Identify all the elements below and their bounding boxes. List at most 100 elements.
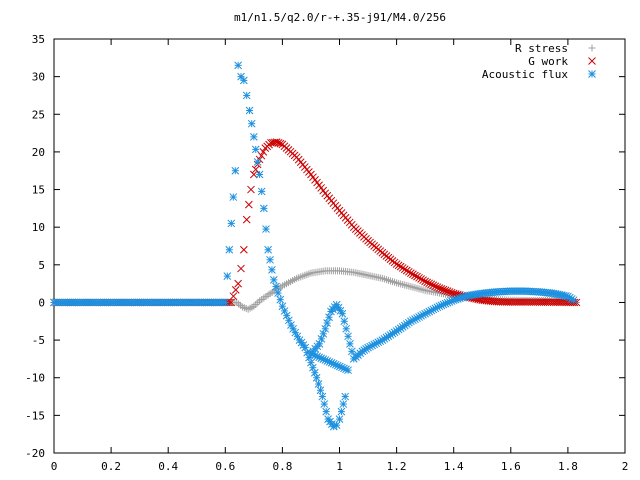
data-point — [225, 298, 233, 307]
data-point — [337, 407, 346, 416]
data-point — [329, 422, 338, 431]
data-point — [342, 324, 351, 333]
data-point — [240, 245, 248, 254]
data-point — [229, 292, 238, 301]
data-point — [227, 298, 235, 307]
y-tick-label: 20 — [32, 146, 45, 159]
series-acoustic-flux — [50, 61, 578, 431]
y-tick-label: 0 — [38, 296, 45, 309]
data-point — [269, 276, 278, 284]
data-point — [235, 300, 243, 308]
data-point — [255, 170, 264, 179]
data-point — [445, 288, 454, 296]
legend-marker — [588, 57, 596, 65]
data-point — [323, 319, 331, 327]
data-point — [415, 273, 423, 282]
legend-marker — [588, 70, 596, 78]
axes: 0 0.2 0.4 0.6 0.8 1 1.2 1.4 1.6 1.8 2 -20 -15 -10 -5 0 5… — [25, 33, 628, 473]
data-point — [249, 170, 258, 179]
data-point — [233, 298, 241, 306]
data-point — [237, 264, 245, 273]
data-point — [402, 266, 411, 275]
data-point — [247, 119, 256, 128]
x-tick-label: 1.6 — [501, 460, 521, 473]
data-point — [338, 309, 347, 318]
y-tick-label: 10 — [32, 221, 45, 234]
data-point — [245, 200, 253, 209]
legend-label: G work — [528, 55, 568, 68]
data-point — [289, 324, 297, 333]
data-point — [429, 281, 438, 290]
data-point — [237, 72, 245, 81]
data-point — [378, 336, 387, 344]
data-point — [318, 392, 327, 401]
data-point — [251, 165, 260, 174]
series-layer — [50, 61, 581, 431]
series-g-work — [50, 138, 581, 307]
data-point — [423, 278, 432, 287]
data-point — [400, 265, 409, 274]
data-point — [325, 313, 333, 322]
data-point — [411, 271, 419, 280]
data-point — [247, 185, 255, 194]
x-tick-label: 2 — [622, 460, 629, 473]
x-tick-label: 0.2 — [101, 460, 121, 473]
data-point — [394, 261, 403, 270]
data-point — [314, 380, 323, 388]
data-point — [441, 286, 450, 295]
x-tick-label: 1 — [336, 460, 343, 473]
data-point — [431, 282, 440, 291]
x-tick-label: 0.4 — [158, 460, 178, 473]
data-point — [251, 145, 260, 154]
data-point — [413, 272, 421, 281]
data-point — [419, 276, 427, 285]
y-tick-label: 15 — [32, 184, 45, 197]
data-point — [245, 106, 254, 115]
data-point — [257, 151, 266, 160]
data-point — [340, 317, 349, 326]
plot-frame — [53, 38, 626, 454]
x-tick-label: 0.8 — [272, 460, 292, 473]
data-point — [266, 255, 274, 264]
data-point — [407, 269, 415, 277]
x-tick-label: 1.4 — [444, 460, 464, 473]
data-point — [242, 215, 251, 224]
data-point — [421, 277, 430, 286]
y-tick-label: 35 — [32, 33, 45, 46]
data-point — [348, 347, 356, 356]
y-tick-label: 5 — [38, 259, 45, 272]
data-point — [339, 400, 348, 408]
data-point — [569, 296, 578, 305]
data-point — [259, 148, 268, 156]
legend-label: R stress — [515, 42, 568, 55]
data-point — [249, 133, 258, 141]
data-point — [225, 245, 234, 254]
data-point — [346, 340, 354, 348]
data-point — [398, 264, 407, 272]
x-tick-label: 1.2 — [387, 460, 407, 473]
data-point — [435, 284, 444, 293]
data-point — [240, 76, 248, 85]
data-point — [259, 204, 268, 213]
data-point — [231, 286, 240, 294]
data-point — [341, 392, 350, 401]
legend-label: Acoustic flux — [482, 68, 568, 81]
data-point — [322, 407, 331, 416]
data-point — [229, 193, 238, 201]
data-point — [254, 299, 262, 307]
data-point — [274, 289, 282, 297]
data-point — [433, 283, 442, 292]
chart-title: m1/n1.5/q2.0/r-+.35-j91/M4.0/256 — [234, 11, 446, 24]
data-point — [316, 386, 325, 395]
data-point — [253, 158, 262, 166]
data-point — [321, 324, 330, 333]
data-point — [227, 219, 236, 228]
data-point — [223, 272, 232, 280]
data-point — [242, 91, 251, 100]
y-tick-label: 25 — [32, 108, 45, 121]
data-point — [231, 166, 240, 175]
data-point — [335, 415, 344, 423]
data-point — [264, 245, 272, 254]
x-tick-label: 0 — [51, 460, 58, 473]
